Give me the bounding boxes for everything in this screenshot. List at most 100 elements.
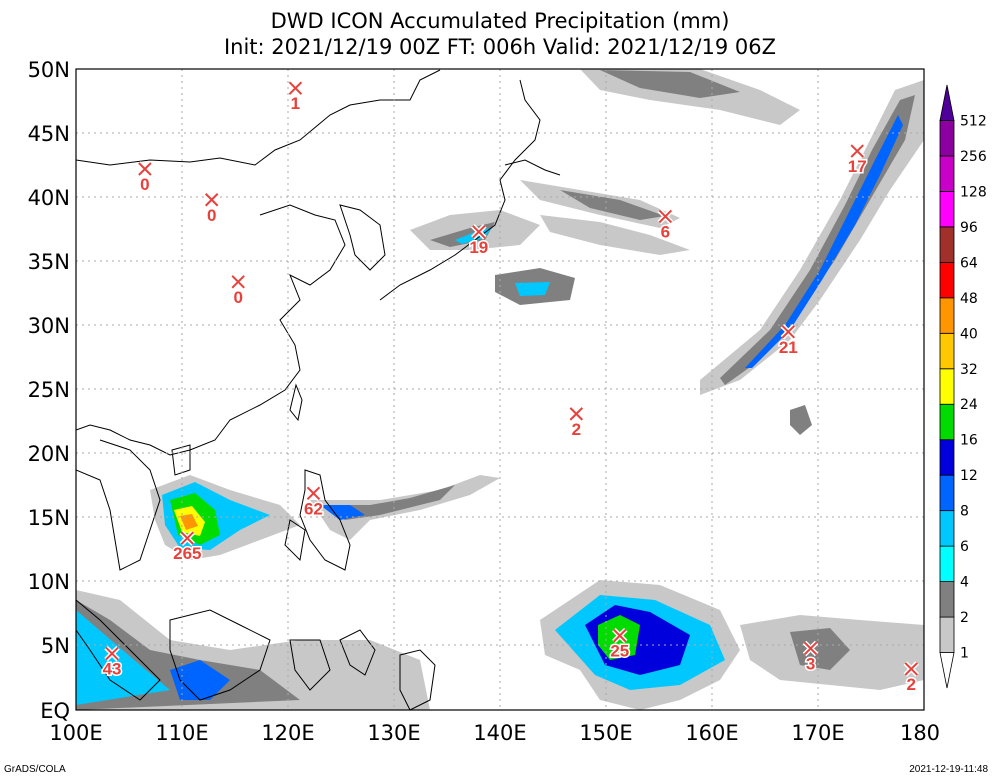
colorbar-swatch (939, 439, 955, 476)
precip-region-streak-3-core (515, 282, 550, 296)
colorbar-label: 256 (960, 149, 987, 165)
marker-cross-icon (180, 531, 195, 545)
marker-value-label: 17 (848, 157, 867, 176)
lon-tick-label: 110E (155, 721, 208, 745)
colorbar-label: 4 (960, 575, 969, 591)
station-marker: 265 (172, 530, 203, 565)
colorbar-swatch (939, 155, 955, 192)
marker-cross-icon (472, 225, 486, 239)
colorbar-swatch (939, 261, 955, 299)
marker-value-label: 19 (469, 238, 488, 257)
station-marker: 2 (568, 406, 585, 440)
station-marker: 1 (287, 80, 304, 115)
colorbar-swatch (939, 332, 955, 370)
colorbar-label: 24 (960, 397, 978, 413)
marker-value-label: 1 (291, 94, 300, 113)
station-marker: 21 (777, 324, 799, 358)
precip-region-central-pacific-core (790, 628, 850, 670)
lat-tick-label: 25N (28, 378, 70, 402)
colorbar-swatch (939, 616, 955, 653)
marker-cross-icon (306, 486, 321, 501)
colorbar-swatch (939, 297, 955, 334)
coastlines (76, 69, 561, 710)
lat-tick-label: 45N (28, 122, 70, 146)
marker-value-label: 2 (572, 420, 581, 439)
marker-cross-icon (613, 628, 627, 643)
colorbar-label: 512 (960, 113, 987, 129)
lat-tick-label: EQ (40, 699, 70, 723)
precip-region-streak-2 (540, 215, 690, 255)
marker-value-label: 62 (304, 499, 323, 518)
colorbar-swatch (939, 84, 955, 121)
marker-value-label: 25 (610, 642, 629, 661)
precip-region-north-pacific-top-core (600, 70, 740, 98)
colorbar-swatch (939, 652, 955, 689)
map-title: DWD ICON Accumulated Precipitation (mm) (270, 9, 730, 33)
station-marker: 3 (802, 640, 819, 675)
marker-value-label: 0 (233, 288, 242, 307)
colorbar-swatch (939, 120, 955, 157)
marker-cross-icon (850, 144, 864, 158)
station-marker: 2 (903, 661, 920, 695)
station-markers: 1 0 0 0 19 6 17 21 2 62 265 43 25 3 2 (101, 80, 920, 695)
map-border (75, 68, 925, 711)
marker-value-label: 6 (661, 222, 670, 241)
colorbar-swatch (939, 581, 955, 618)
station-marker: 0 (137, 161, 153, 195)
lat-tick-label: 30N (28, 314, 70, 338)
station-marker: 6 (657, 208, 674, 243)
lon-tick-label: 130E (367, 721, 420, 745)
latitude-axis: 50N 45N 40N 35N 30N 25N 20N 15N 10N 5N E… (28, 58, 70, 723)
lat-tick-label: 5N (41, 634, 70, 658)
colorbar-label: 96 (960, 220, 978, 236)
colorbar-label: 64 (960, 255, 978, 271)
lat-tick-label: 35N (28, 250, 70, 274)
lon-tick-label: 160E (685, 721, 738, 745)
precip-region-isolated (790, 405, 812, 435)
marker-cross-icon (658, 209, 673, 224)
colorbar-label: 1 (960, 646, 969, 662)
lat-tick-label: 50N (28, 58, 70, 82)
precip-region-indonesia-heavy-2 (170, 660, 230, 700)
station-marker: 62 (302, 485, 324, 520)
colorbar-label: 40 (960, 326, 978, 342)
lat-tick-label: 40N (28, 186, 70, 210)
marker-value-label: 265 (173, 544, 201, 563)
marker-cross-icon (105, 646, 119, 661)
marker-value-label: 21 (779, 338, 798, 357)
marker-cross-icon (781, 325, 796, 339)
colorbar-label: 128 (960, 184, 987, 200)
marker-cross-icon (569, 407, 584, 421)
lon-tick-label: 140E (473, 721, 526, 745)
marker-cross-icon (231, 275, 245, 289)
colorbar-swatch (939, 226, 955, 263)
precip-region-indonesia-heavy (76, 610, 170, 705)
colorbar-label: 48 (960, 291, 978, 307)
lat-tick-label: 15N (28, 506, 70, 530)
colorbar-swatch (939, 368, 955, 405)
precip-region-north-pacific-core (720, 95, 915, 385)
lon-tick-label: 150E (579, 721, 632, 745)
station-marker: 25 (609, 627, 631, 662)
lon-tick-label: 100E (49, 721, 102, 745)
marker-cross-icon (288, 81, 303, 95)
marker-cross-icon (138, 162, 152, 176)
lat-tick-label: 10N (28, 570, 70, 594)
marker-cross-icon (803, 641, 818, 656)
colorbar-swatch (939, 403, 955, 441)
credit-text: GrADS/COLA (4, 764, 66, 775)
station-marker: 43 (101, 645, 123, 680)
marker-value-label: 3 (806, 654, 815, 673)
marker-value-label: 2 (907, 675, 916, 694)
marker-value-label: 43 (103, 660, 122, 679)
colorbar-label: 16 (960, 433, 978, 449)
lon-tick-label: 120E (261, 721, 314, 745)
station-marker: 0 (203, 191, 220, 226)
lat-tick-label: 20N (28, 442, 70, 466)
station-marker: 17 (846, 143, 868, 178)
colorbar-label: 2 (960, 610, 969, 626)
colorbar-label: 6 (960, 539, 969, 555)
lon-tick-label: 180 (900, 721, 940, 745)
marker-cross-icon (904, 662, 918, 676)
